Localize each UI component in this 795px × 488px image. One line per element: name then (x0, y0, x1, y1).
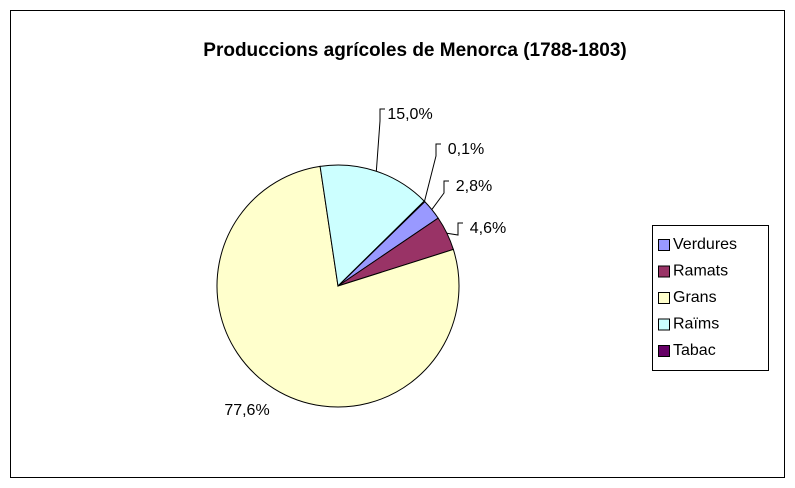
leader-line (375, 108, 385, 172)
pie-slice (319, 164, 425, 288)
legend-swatch (658, 318, 670, 331)
data-label: 15,0% (387, 106, 432, 123)
legend-box (652, 225, 769, 371)
leader-line (446, 222, 463, 236)
data-label: 4,6% (470, 220, 506, 237)
legend-swatch (658, 345, 670, 357)
legend-swatch (658, 265, 670, 278)
legend-label: Raïms (673, 316, 719, 333)
leader-line (431, 180, 449, 210)
data-label: 0,1% (448, 141, 484, 158)
legend-label: Ramats (673, 263, 728, 280)
legend-label: Tabac (673, 342, 716, 359)
leader-line (423, 143, 441, 202)
chart-title: Produccions agrícoles de Menorca (1788-1… (203, 40, 626, 61)
legend-label: Verdures (673, 236, 737, 253)
data-label: 77,6% (224, 402, 269, 419)
legend-swatch (658, 292, 670, 304)
legend-label: Grans (673, 289, 717, 306)
legend-swatch (658, 239, 670, 251)
data-label: 2,8% (456, 178, 492, 195)
